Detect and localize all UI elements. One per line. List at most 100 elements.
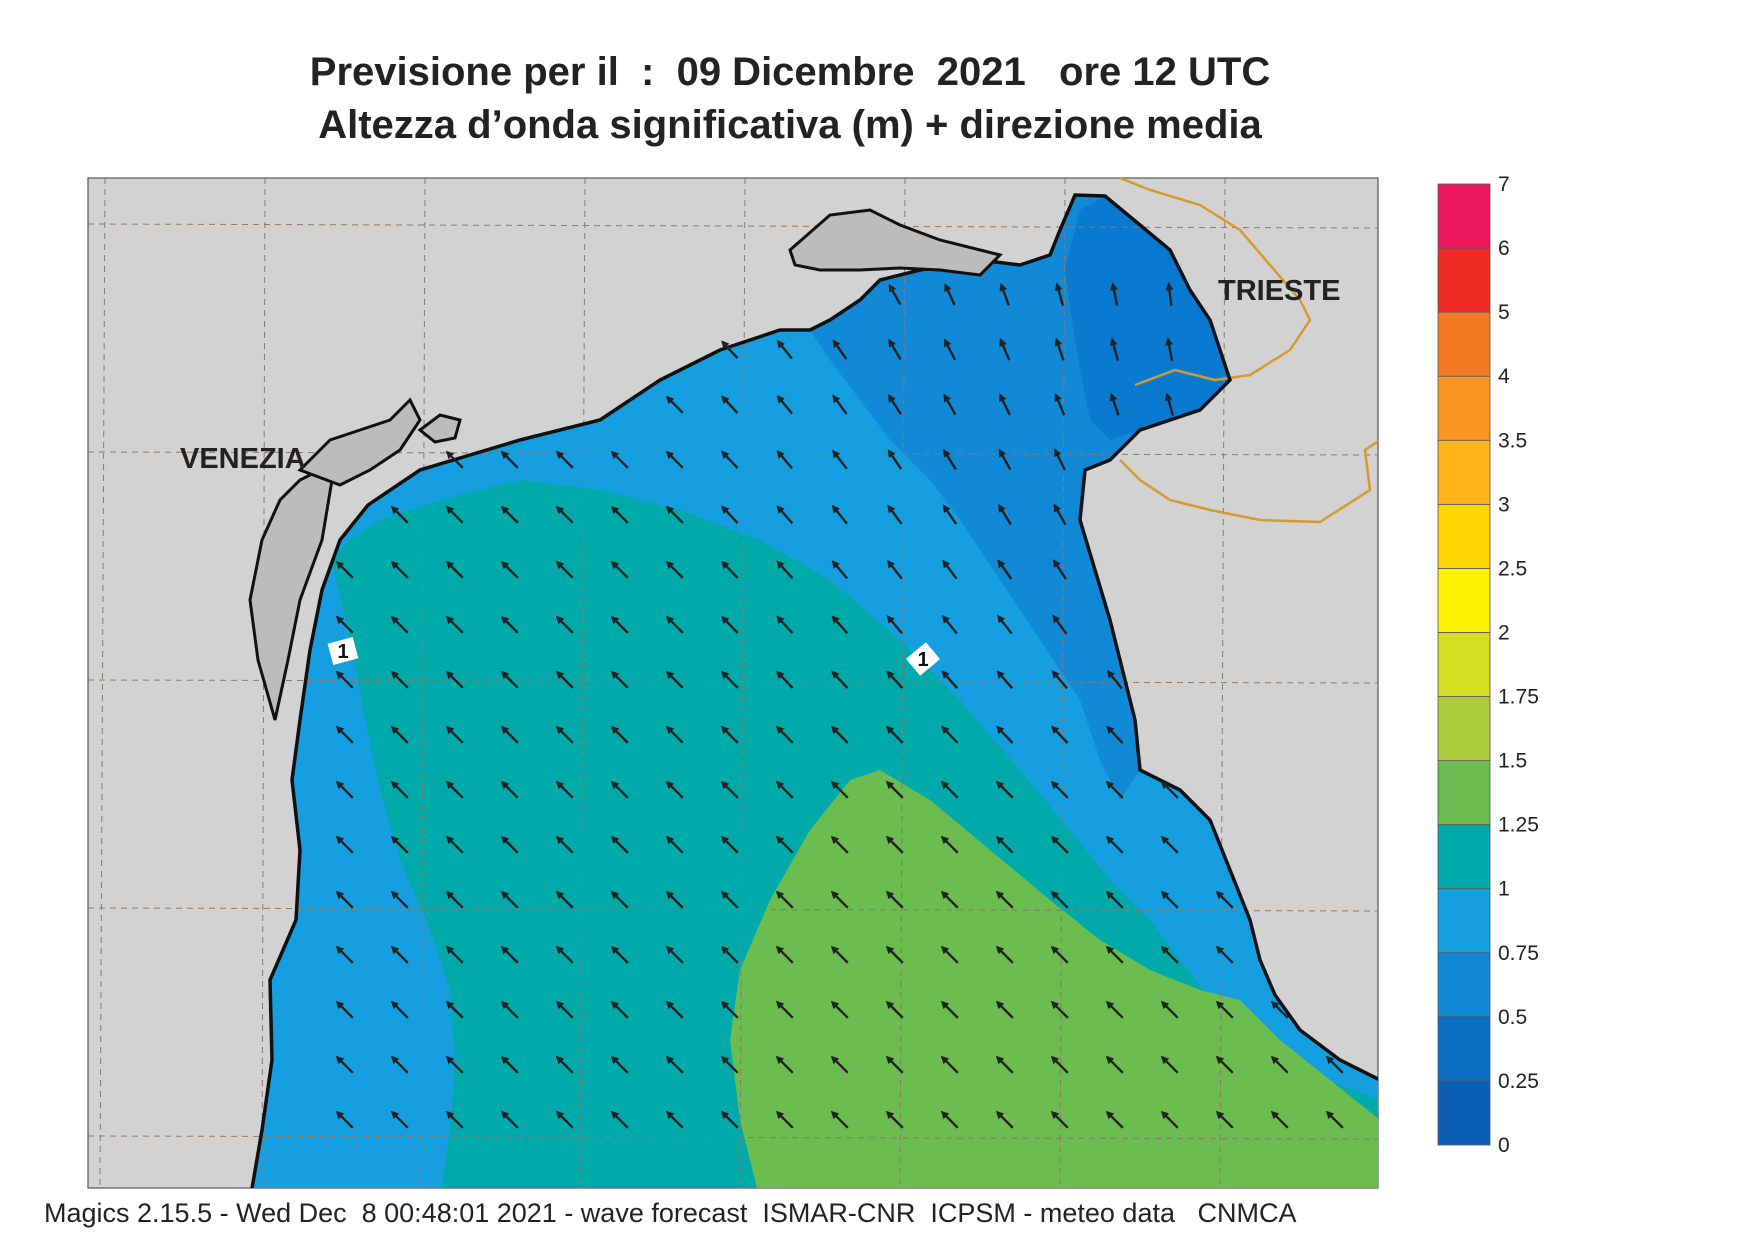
wave-direction-arrow xyxy=(500,1000,519,1019)
colorbar-swatch xyxy=(1437,632,1491,697)
wave-direction-arrow xyxy=(940,890,959,909)
wave-direction-arrow xyxy=(1215,890,1234,909)
wave-direction-arrow xyxy=(500,780,519,799)
wave-direction-arrow xyxy=(1160,890,1179,909)
wave-direction-arrow xyxy=(1105,1000,1124,1019)
wave-direction-arrow xyxy=(885,835,904,854)
wave-direction-arrow xyxy=(775,835,794,854)
wave-direction-arrow xyxy=(335,1110,354,1129)
wave-direction-arrow xyxy=(1051,670,1069,690)
wave-direction-arrow xyxy=(995,890,1014,909)
colorbar-swatch xyxy=(1437,952,1491,1018)
wave-direction-arrow xyxy=(720,725,739,744)
wave-direction-arrow xyxy=(1215,1000,1234,1019)
wave-direction-arrow xyxy=(665,615,684,634)
wave-direction-arrow xyxy=(445,1055,464,1074)
wave-direction-arrow xyxy=(885,725,904,744)
wave-direction-arrow xyxy=(335,670,354,689)
colorbar-tick-label: 0 xyxy=(1498,1134,1510,1157)
wave-direction-arrow xyxy=(610,780,629,799)
wave-direction-arrow xyxy=(555,890,574,909)
svg-text:1: 1 xyxy=(917,649,928,671)
wave-direction-arrow xyxy=(1160,945,1179,964)
wave-direction-arrow xyxy=(335,725,354,744)
colorbar-tick-label: 3 xyxy=(1498,493,1510,516)
wave-direction-arrow xyxy=(720,1110,739,1129)
wave-direction-arrow xyxy=(610,1055,629,1074)
wave-direction-arrow xyxy=(775,890,794,909)
colorbar-tick-label: 1 xyxy=(1498,878,1510,901)
wave-direction-arrow xyxy=(720,615,739,634)
wave-direction-arrow xyxy=(445,615,464,634)
colorbar-swatch xyxy=(1437,439,1491,505)
colorbar-tick-label: 7 xyxy=(1498,173,1510,196)
colorbar-tick-label: 2 xyxy=(1498,621,1510,644)
wave-direction-arrow xyxy=(1054,448,1066,471)
wave-direction-arrow xyxy=(776,615,794,634)
wave-direction-arrow xyxy=(995,1055,1014,1074)
wave-direction-arrow xyxy=(1051,725,1069,744)
wave-direction-arrow xyxy=(995,835,1014,854)
wave-direction-arrow xyxy=(610,725,629,744)
wave-direction-arrow xyxy=(1160,1110,1179,1129)
wave-direction-arrow xyxy=(775,780,794,799)
wave-direction-arrow xyxy=(886,615,904,635)
wave-direction-arrow xyxy=(943,338,957,361)
wave-direction-arrow xyxy=(335,780,354,799)
wave-direction-arrow xyxy=(942,559,958,580)
colorbar-tick-label: 4 xyxy=(1498,365,1510,388)
colorbar-tick-label: 0.5 xyxy=(1498,1006,1527,1029)
map-subtitle: Altezza d’onda significativa (m) + direz… xyxy=(318,103,1262,147)
wave-direction-arrow xyxy=(1160,835,1179,854)
wave-direction-arrow xyxy=(665,945,684,964)
wave-direction-arrow xyxy=(500,505,519,524)
wave-direction-arrow xyxy=(885,1110,904,1129)
wave-direction-arrow xyxy=(1109,392,1120,416)
wave-direction-arrow xyxy=(999,282,1010,306)
wave-direction-arrow xyxy=(940,835,959,854)
colorbar-tick-label: 0.75 xyxy=(1498,942,1539,965)
colorbar-swatch xyxy=(1437,375,1491,441)
wave-direction-arrow xyxy=(445,945,464,964)
wave-direction-arrow xyxy=(1160,1000,1179,1019)
wave-direction-arrow xyxy=(996,670,1014,690)
wave-direction-arrow xyxy=(1054,337,1065,361)
wave-direction-arrow xyxy=(886,559,903,580)
wave-direction-arrow xyxy=(940,1110,959,1129)
colorbar-swatch xyxy=(1437,696,1491,761)
wave-direction-arrow xyxy=(610,560,629,579)
wave-direction-arrow xyxy=(445,670,464,689)
wave-direction-arrow xyxy=(1105,835,1124,854)
wave-direction-arrow xyxy=(886,670,904,689)
wave-direction-arrow xyxy=(1050,1000,1069,1019)
wave-direction-arrow xyxy=(1106,725,1124,744)
colorbar-swatch xyxy=(1437,247,1491,313)
colorbar-tick-label: 3.5 xyxy=(1498,429,1527,452)
wave-direction-arrow xyxy=(555,945,574,964)
wave-direction-arrow xyxy=(721,505,739,524)
wave-direction-arrow xyxy=(500,1110,519,1129)
colorbar-swatch xyxy=(1437,1016,1491,1082)
colorbar-tick-label: 1.75 xyxy=(1498,686,1539,709)
wave-direction-arrow xyxy=(610,890,629,909)
wave-direction-arrow xyxy=(775,945,794,964)
wave-direction-arrow xyxy=(390,780,409,799)
wave-direction-arrow xyxy=(500,1055,519,1074)
wave-direction-arrow xyxy=(390,890,409,909)
wave-direction-arrow xyxy=(390,1055,409,1074)
wave-direction-arrow xyxy=(610,835,629,854)
wave-direction-arrow xyxy=(1270,1110,1289,1129)
wave-direction-arrow xyxy=(390,670,409,689)
wave-direction-arrow xyxy=(775,1055,794,1074)
wave-direction-arrow xyxy=(999,393,1011,416)
wave-direction-arrow xyxy=(1270,1055,1289,1074)
wave-direction-arrow xyxy=(943,393,957,416)
colorbar-swatch xyxy=(1437,760,1491,826)
wave-direction-arrow xyxy=(445,505,464,524)
wave-direction-arrow xyxy=(1165,337,1174,362)
wave-direction-arrow xyxy=(1054,392,1066,416)
wave-direction-arrow xyxy=(1215,1055,1234,1074)
wave-direction-arrow xyxy=(665,670,684,689)
wave-direction-arrow xyxy=(720,1000,739,1019)
grid xyxy=(88,178,1378,1188)
